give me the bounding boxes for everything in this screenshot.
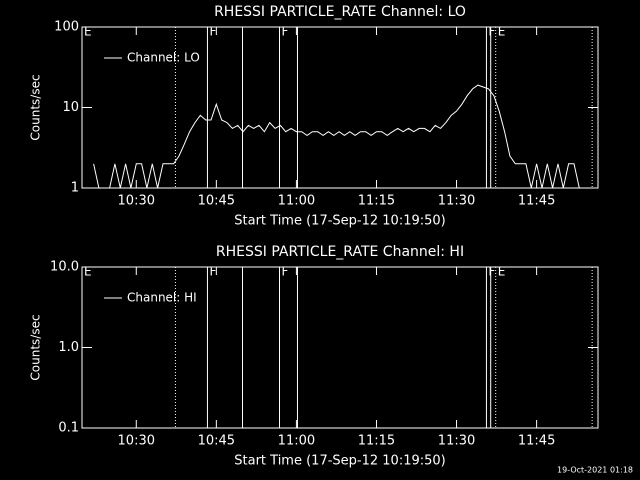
y-tick-label: 1.0	[58, 340, 79, 355]
y-tick-label: 10	[62, 100, 79, 115]
x-axis-label: Start Time (17-Sep-12 10:19:50)	[234, 454, 445, 469]
y-tick-label: 0.1	[58, 421, 79, 436]
y-tick-label: 10.0	[50, 260, 79, 275]
y-axis-label: Counts/sec	[29, 314, 43, 380]
event-label: E	[498, 265, 506, 279]
y-axis-label: Counts/sec	[29, 74, 43, 140]
x-tick-label: 10:30	[118, 194, 155, 209]
x-tick-label: 11:15	[358, 194, 395, 209]
x-tick-label: 11:30	[438, 434, 475, 449]
x-tick-label: 10:45	[198, 434, 235, 449]
event-label: F	[209, 265, 216, 279]
event-label: F	[282, 265, 289, 279]
event-label: F	[488, 25, 495, 39]
event-label: F	[209, 25, 216, 39]
event-label: E	[498, 25, 506, 39]
legend-label: Channel: LO	[127, 51, 200, 65]
x-axis-label: Start Time (17-Sep-12 10:19:50)	[234, 214, 445, 229]
x-tick-label: 11:00	[278, 434, 315, 449]
x-tick-label: 10:45	[198, 194, 235, 209]
x-tick-label: 11:45	[518, 194, 555, 209]
x-tick-label: 11:00	[278, 194, 315, 209]
data-line	[93, 84, 580, 189]
x-tick-label: 11:15	[358, 434, 395, 449]
event-label: F	[282, 25, 289, 39]
event-label: E	[84, 265, 92, 279]
x-tick-label: 10:30	[118, 434, 155, 449]
y-tick-label: 1	[71, 181, 79, 196]
event-label: E	[84, 25, 92, 39]
x-tick-label: 11:45	[518, 434, 555, 449]
legend-label: Channel: HI	[127, 291, 197, 305]
event-label: F	[488, 265, 495, 279]
y-tick-label: 100	[54, 20, 79, 35]
chart-title: RHESSI PARTICLE_RATE Channel: HI	[216, 244, 464, 260]
footer: 19-Oct-2021 01:18	[557, 466, 633, 475]
x-tick-label: 11:30	[438, 194, 475, 209]
chart-title: RHESSI PARTICLE_RATE Channel: LO	[214, 4, 466, 20]
